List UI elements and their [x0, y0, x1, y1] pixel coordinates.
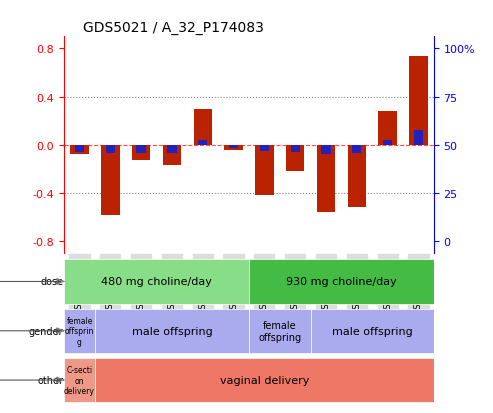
Bar [132, 145, 150, 161]
Bar [137, 145, 146, 154]
Text: vaginal delivery: vaginal delivery [220, 375, 309, 385]
Bar [163, 145, 181, 166]
Bar [198, 140, 208, 145]
FancyBboxPatch shape [311, 309, 434, 353]
Bar [378, 112, 397, 145]
Bar [101, 145, 120, 215]
Text: dose: dose [0, 277, 60, 287]
Bar [352, 145, 361, 154]
Text: male offspring: male offspring [332, 326, 413, 336]
Bar [193, 109, 212, 145]
Text: 480 mg choline/day: 480 mg choline/day [101, 277, 212, 287]
Bar [290, 145, 300, 152]
Text: 930 mg choline/day: 930 mg choline/day [286, 277, 397, 287]
Bar [409, 57, 427, 145]
Text: other: other [37, 375, 64, 385]
Bar [75, 145, 84, 152]
Bar [348, 145, 366, 208]
FancyBboxPatch shape [95, 358, 434, 402]
Bar [255, 145, 274, 196]
Bar [106, 145, 115, 154]
FancyBboxPatch shape [249, 260, 434, 304]
Text: male offspring: male offspring [132, 326, 212, 336]
Bar [167, 145, 176, 154]
Bar [260, 145, 269, 152]
Text: GDS5021 / A_32_P174083: GDS5021 / A_32_P174083 [83, 21, 263, 35]
Text: female
offsprin
g: female offsprin g [65, 316, 94, 346]
Text: gender: gender [0, 326, 60, 336]
FancyBboxPatch shape [64, 309, 95, 353]
Bar [70, 145, 89, 155]
FancyBboxPatch shape [64, 358, 95, 402]
Bar [383, 140, 392, 145]
FancyBboxPatch shape [95, 309, 249, 353]
FancyBboxPatch shape [64, 260, 249, 304]
Bar [229, 145, 238, 149]
Bar [286, 145, 305, 172]
Text: C-secti
on
delivery: C-secti on delivery [64, 365, 95, 395]
Bar [321, 145, 331, 155]
Text: female
offspring: female offspring [258, 320, 301, 342]
FancyBboxPatch shape [249, 309, 311, 353]
Text: dose: dose [40, 277, 64, 287]
Bar [224, 145, 243, 150]
Text: other: other [0, 375, 60, 385]
Bar [317, 145, 335, 213]
Bar [414, 131, 423, 145]
Text: gender: gender [29, 326, 64, 336]
